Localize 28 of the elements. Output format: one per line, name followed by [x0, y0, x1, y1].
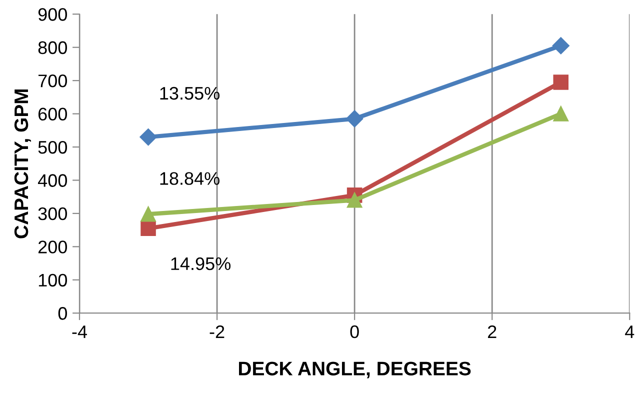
annotation: 18.84% [160, 172, 220, 185]
x-tick-label: 2 [488, 325, 496, 338]
x-tick-label: -4 [72, 326, 87, 338]
point [553, 106, 569, 122]
annotation: 13.55% [160, 86, 220, 100]
point [553, 74, 569, 90]
x-axis-title: DECK ANGLE, DEGREES [239, 362, 471, 378]
y-tick-label: 0 [58, 307, 67, 320]
point [346, 110, 364, 128]
y-tick-label: 900 [38, 8, 67, 21]
point [552, 37, 570, 54]
x-tick-label: 4 [625, 326, 634, 338]
y-tick-label: 200 [38, 240, 67, 254]
y-tick-label: 500 [38, 140, 67, 154]
y-tick-label: 700 [38, 74, 67, 88]
x-tick-label: -2 [210, 325, 224, 338]
point [140, 206, 156, 222]
y-axis-title: CAPACITY, GPM [14, 89, 31, 238]
y-tick-label: 400 [38, 174, 67, 187]
point [140, 128, 157, 146]
y-tick-label: 600 [38, 108, 67, 121]
y-tick-label: 300 [38, 207, 67, 220]
x-tick-label: 0 [350, 325, 359, 338]
y-tick-label: 800 [38, 41, 67, 54]
point [140, 220, 156, 236]
annotation: 14.95% [171, 257, 231, 270]
y-tick-label: 100 [38, 274, 67, 287]
point [346, 192, 362, 208]
